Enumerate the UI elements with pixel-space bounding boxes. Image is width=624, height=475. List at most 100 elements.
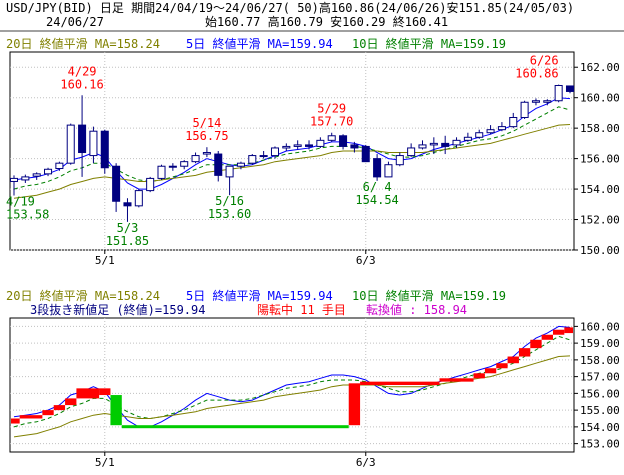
candle-body (452, 139, 461, 146)
y-tick-label: 158.00 (580, 122, 620, 135)
renko-brick (552, 329, 565, 335)
candle-body (293, 144, 302, 147)
annotation-value: 160.86 (515, 67, 558, 81)
candle-body (373, 158, 382, 178)
candle-body (44, 168, 53, 175)
candle-body (168, 165, 177, 168)
candle-body (157, 165, 166, 179)
candle-body (407, 147, 416, 157)
candle-body (9, 177, 19, 182)
renko-x-tick-label: 5/1 (95, 456, 115, 469)
y-tick-label: 156.00 (580, 153, 620, 166)
candle-body (509, 116, 518, 128)
renko-brick (110, 395, 122, 426)
header-date: 24/06/27 (46, 15, 104, 29)
renko-info: 3段抜き新値足 (終値)=159.94 (30, 303, 206, 317)
candle-body (21, 176, 30, 181)
candle-body (395, 155, 404, 166)
candle-body (89, 130, 98, 157)
renko-brick (11, 418, 20, 424)
candle-body (361, 145, 370, 163)
candle-body (55, 162, 64, 170)
legend-ma10-bottom: 10日 終値平滑 MA=159.19 (352, 289, 506, 303)
candle-body (259, 155, 268, 158)
annotation-date: 6/ 4 (363, 180, 392, 194)
renko-brick (65, 398, 77, 406)
candle-body (543, 100, 552, 103)
annotation-date: 5/14 (192, 116, 221, 130)
annotation-date: 6/26 (530, 54, 559, 68)
ma-line-20 (13, 124, 571, 199)
candle-body (384, 164, 393, 178)
candle-body (520, 101, 529, 118)
y-tick-label: 160.00 (580, 92, 620, 105)
x-tick-label: 5/1 (95, 254, 115, 267)
annotation-date: 4/19 (6, 194, 35, 208)
candle-body (123, 202, 132, 207)
header-ohlc: 始160.77 高160.79 安160.29 終160.41 (205, 15, 449, 29)
renko-brick (484, 368, 497, 374)
candle-body (463, 136, 472, 141)
renko-brick (360, 381, 440, 385)
header-title: USD/JPY(BID) 日足 期間24/04/19～24/06/27( 50)… (6, 1, 575, 15)
header-divider (0, 30, 624, 32)
candle-body (282, 145, 291, 149)
candle-body (418, 144, 427, 149)
legend-ma20: 20日 終値平滑 MA=158.24 (6, 37, 160, 51)
candle-body (146, 177, 155, 192)
annotation-date: 5/29 (317, 102, 346, 116)
renko-y-tick-label: 157.00 (580, 371, 620, 384)
y-tick-label: 154.00 (580, 183, 620, 196)
renko-brick (507, 356, 519, 364)
candle-body (180, 161, 189, 167)
candle-body (327, 135, 336, 141)
candle-body (191, 155, 200, 163)
candle-body (531, 100, 540, 103)
candle-body (497, 126, 506, 131)
renko-brick (19, 415, 43, 419)
legend-ma5-bottom: 5日 終値平滑 MA=159.94 (186, 289, 333, 303)
legend-ma10: 10日 終値平滑 MA=159.19 (352, 37, 506, 51)
y-tick-label: 162.00 (580, 61, 620, 74)
annotation-value: 153.60 (208, 207, 251, 221)
renko-brick (99, 388, 111, 396)
annotation-value: 153.58 (6, 207, 49, 221)
renko-y-tick-label: 153.00 (580, 438, 620, 451)
candle-body (100, 130, 109, 169)
renko-brick (76, 388, 100, 399)
candle-body (350, 144, 359, 149)
candle-body (248, 155, 257, 164)
renko-state: 陽転中 11 手目 (257, 303, 346, 317)
renko-y-tick-label: 159.00 (580, 337, 620, 350)
candle-body (214, 153, 223, 176)
legend-ma20-bottom: 20日 終値平滑 MA=158.24 (6, 289, 160, 303)
annotation-value: 160.16 (60, 77, 103, 91)
candle-body (66, 124, 75, 164)
renko-ma-line-20 (13, 355, 571, 438)
candle-body (475, 132, 484, 138)
candle-body (270, 147, 279, 157)
candle-body (78, 124, 87, 154)
renko-brick (541, 334, 553, 340)
candle-body (32, 173, 41, 177)
candle-body (486, 129, 495, 134)
renko-brick (564, 327, 573, 334)
renko-y-tick-label: 160.00 (580, 320, 620, 333)
candle-body (316, 139, 325, 147)
renko-x-tick-label: 6/3 (356, 456, 376, 469)
legend-ma5: 5日 終値平滑 MA=159.94 (186, 37, 333, 51)
renko-y-tick-label: 155.00 (580, 404, 620, 417)
candle-body (236, 162, 245, 167)
y-tick-label: 150.00 (580, 244, 620, 257)
candle-body (305, 144, 314, 147)
renko-brick (53, 405, 66, 411)
annotation-value: 157.70 (310, 115, 353, 129)
ma-line-10 (13, 106, 571, 190)
renko-y-tick-label: 156.00 (580, 387, 620, 400)
renko-y-tick-label: 158.00 (580, 354, 620, 367)
renko-brick (530, 339, 542, 349)
renko-brick (348, 383, 361, 426)
renko-y-tick-label: 154.00 (580, 421, 620, 434)
